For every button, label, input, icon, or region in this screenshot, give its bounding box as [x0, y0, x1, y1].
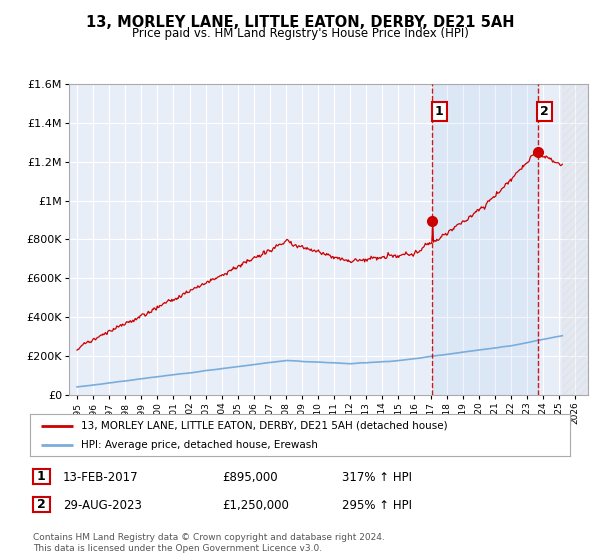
Bar [562, 84, 588, 395]
Text: 13, MORLEY LANE, LITTLE EATON, DERBY, DE21 5AH: 13, MORLEY LANE, LITTLE EATON, DERBY, DE… [86, 15, 514, 30]
Text: 295% ↑ HPI: 295% ↑ HPI [342, 498, 412, 512]
Bar [433, 84, 538, 395]
Text: 1: 1 [435, 105, 443, 118]
Text: 1: 1 [37, 470, 46, 483]
Text: 13, MORLEY LANE, LITTLE EATON, DERBY, DE21 5AH (detached house): 13, MORLEY LANE, LITTLE EATON, DERBY, DE… [82, 421, 448, 431]
Text: 317% ↑ HPI: 317% ↑ HPI [342, 470, 412, 484]
Text: 2: 2 [540, 105, 549, 118]
Text: Contains HM Land Registry data © Crown copyright and database right 2024.
This d: Contains HM Land Registry data © Crown c… [33, 533, 385, 553]
Text: £1,250,000: £1,250,000 [222, 498, 289, 512]
Text: 13-FEB-2017: 13-FEB-2017 [63, 470, 139, 484]
Text: 29-AUG-2023: 29-AUG-2023 [63, 498, 142, 512]
Text: Price paid vs. HM Land Registry's House Price Index (HPI): Price paid vs. HM Land Registry's House … [131, 27, 469, 40]
Text: 2: 2 [37, 498, 46, 511]
Text: HPI: Average price, detached house, Erewash: HPI: Average price, detached house, Erew… [82, 440, 318, 450]
Text: £895,000: £895,000 [222, 470, 278, 484]
